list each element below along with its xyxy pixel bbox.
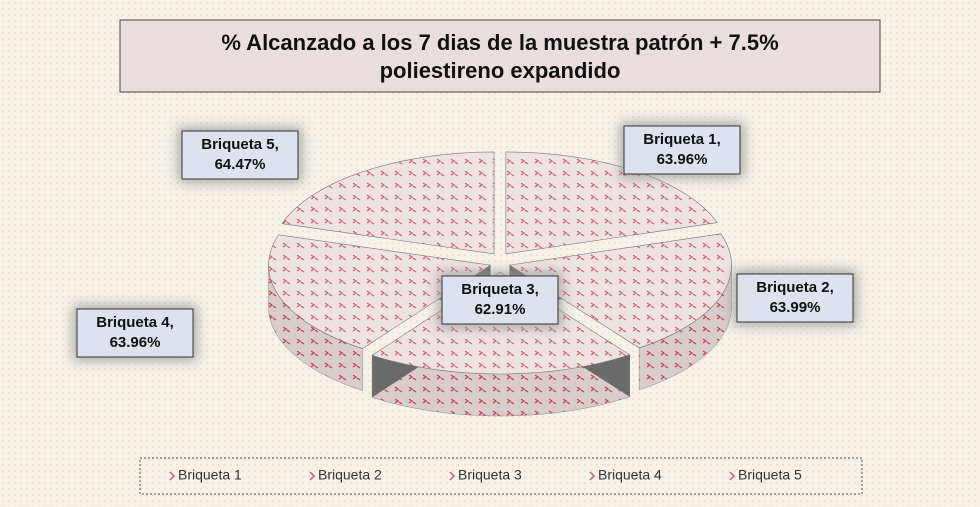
chart-title: % Alcanzado a los 7 dias de la muestra p…: [221, 30, 778, 55]
legend-label: Briqueta 4: [598, 467, 662, 483]
data-label: Briqueta 2,: [756, 279, 834, 296]
legend-label: Briqueta 5: [738, 467, 802, 483]
legend-label: Briqueta 1: [178, 467, 242, 483]
data-label: Briqueta 5,: [201, 136, 279, 153]
legend-box: [139, 457, 863, 495]
label-box: [736, 273, 854, 323]
legend-swatch: [169, 471, 176, 481]
data-label: Briqueta 4,: [96, 314, 174, 331]
label-box: [441, 275, 559, 325]
data-label: 64.47%: [215, 156, 266, 173]
legend-swatch: [729, 471, 736, 481]
chart-title: poliestireno expandido: [380, 58, 621, 83]
title-box: [119, 19, 881, 93]
legend-swatch: [309, 471, 316, 481]
label-box: [181, 130, 299, 180]
data-label: Briqueta 3,: [461, 281, 539, 298]
legend-swatch: [449, 471, 456, 481]
legend-swatch: [589, 471, 596, 481]
label-box: [76, 308, 194, 358]
data-label: 63.99%: [770, 299, 821, 316]
slice: [281, 151, 495, 255]
slice: [268, 234, 492, 349]
data-label: 63.96%: [110, 334, 161, 351]
data-label: Briqueta 1,: [643, 131, 721, 148]
slice: [508, 233, 732, 349]
legend-label: Briqueta 3: [458, 467, 522, 483]
data-label: 63.96%: [657, 151, 708, 168]
legend-label: Briqueta 2: [318, 467, 382, 483]
label-box: [623, 125, 741, 175]
data-label: 62.91%: [475, 301, 526, 318]
